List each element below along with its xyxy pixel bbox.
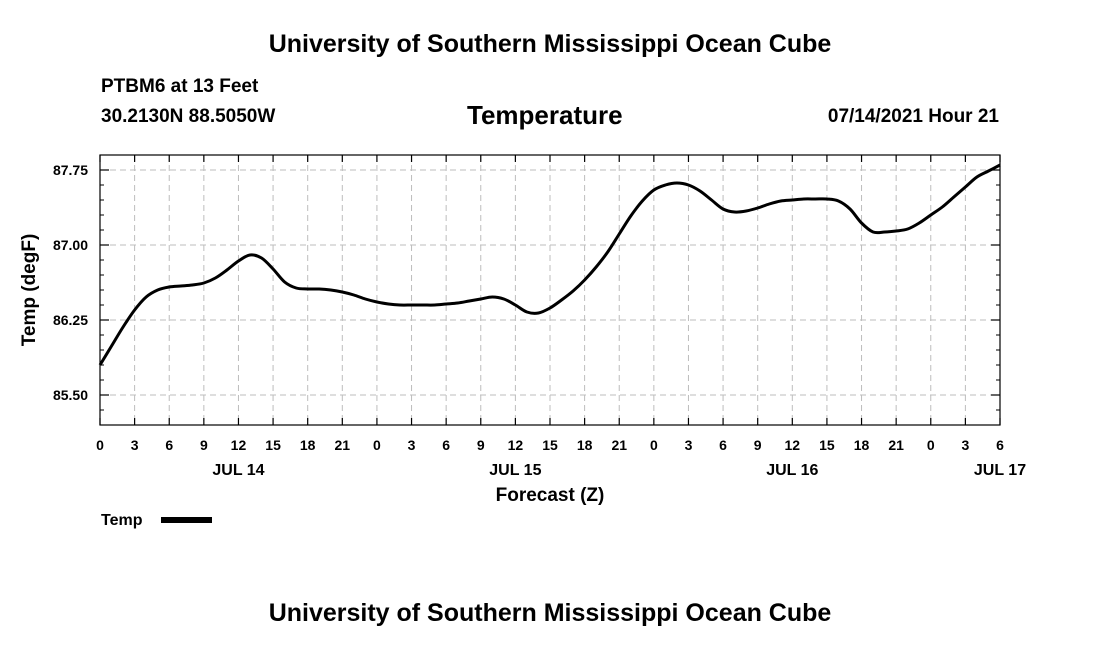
legend-label: Temp bbox=[101, 512, 143, 529]
x-axis-title: Forecast (Z) bbox=[496, 485, 605, 506]
x-tick-label: 6 bbox=[442, 437, 450, 453]
x-tick-label: 21 bbox=[611, 437, 627, 453]
y-tick-label: 85.50 bbox=[53, 387, 88, 403]
station-label: PTBM6 at 13 Feet bbox=[101, 76, 259, 97]
x-tick-label: 15 bbox=[265, 437, 281, 453]
x-tick-label: 21 bbox=[888, 437, 904, 453]
day-label: JUL 16 bbox=[766, 462, 818, 479]
page-title: University of Southern Mississippi Ocean… bbox=[268, 30, 832, 58]
x-tick-label: 21 bbox=[335, 437, 351, 453]
x-tick-label: 18 bbox=[577, 437, 593, 453]
x-tick-label: 18 bbox=[300, 437, 316, 453]
y-tick-label: 87.00 bbox=[53, 237, 88, 253]
x-tick-label: 18 bbox=[854, 437, 870, 453]
day-label: JUL 15 bbox=[489, 462, 541, 479]
x-tick-label: 0 bbox=[373, 437, 381, 453]
x-tick-label: 6 bbox=[165, 437, 173, 453]
x-tick-label: 6 bbox=[996, 437, 1004, 453]
x-tick-label: 12 bbox=[231, 437, 247, 453]
x-tick-label: 3 bbox=[131, 437, 139, 453]
day-label: JUL 17 bbox=[974, 462, 1026, 479]
x-tick-label: 3 bbox=[961, 437, 969, 453]
x-tick-label: 9 bbox=[754, 437, 762, 453]
x-tick-label: 15 bbox=[542, 437, 558, 453]
day-label: JUL 14 bbox=[212, 462, 264, 479]
y-tick-label: 86.25 bbox=[53, 312, 88, 328]
x-tick-label: 9 bbox=[200, 437, 208, 453]
x-tick-label: 15 bbox=[819, 437, 835, 453]
x-tick-label: 0 bbox=[927, 437, 935, 453]
variable-title: Temperature bbox=[467, 100, 623, 130]
station-coordinates: 30.2130N 88.5050W bbox=[101, 106, 276, 127]
forecast-datetime: 07/14/2021 Hour 21 bbox=[827, 106, 999, 127]
y-axis-title: Temp (degF) bbox=[19, 234, 40, 347]
x-tick-label: 3 bbox=[685, 437, 693, 453]
x-tick-label: 0 bbox=[650, 437, 658, 453]
x-tick-label: 12 bbox=[785, 437, 801, 453]
x-tick-label: 12 bbox=[508, 437, 524, 453]
x-tick-label: 6 bbox=[719, 437, 727, 453]
y-tick-label: 87.75 bbox=[53, 162, 88, 178]
x-tick-label: 3 bbox=[408, 437, 416, 453]
x-tick-label: 0 bbox=[96, 437, 104, 453]
footer-title: University of Southern Mississippi Ocean… bbox=[268, 599, 832, 627]
series-line-temp bbox=[98, 163, 1001, 366]
x-tick-label: 9 bbox=[477, 437, 485, 453]
